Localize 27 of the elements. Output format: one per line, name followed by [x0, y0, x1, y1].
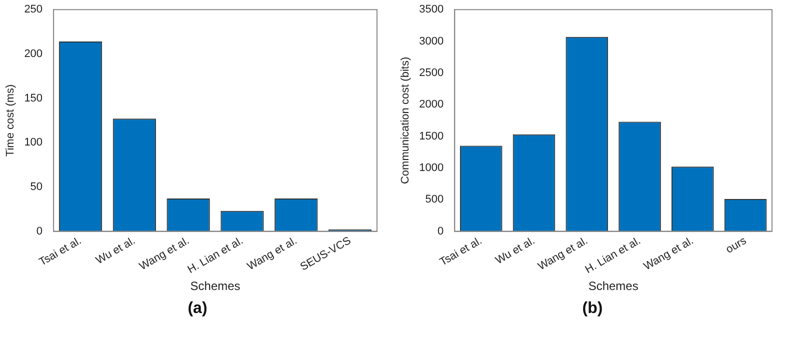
- y-tick-label: 250: [24, 4, 43, 16]
- y-tick-label: 100: [24, 136, 43, 149]
- y-tick-label: 50: [30, 180, 43, 193]
- x-tick-label: Tsai et al.: [438, 234, 484, 268]
- text: (a): [186, 300, 208, 318]
- y-tick-label: 0: [438, 225, 444, 238]
- y-axis-title: Time cost (ms): [4, 84, 17, 157]
- x-axis-title: Schemes: [190, 279, 240, 294]
- x-tick-label: ours: [724, 234, 749, 256]
- y-tick-label: 500: [425, 194, 444, 206]
- x-tick-label: Wang et al.: [642, 234, 696, 273]
- y-tick-label: 2500: [419, 66, 444, 79]
- y-axis-title: Communication cost (bits): [400, 56, 412, 184]
- y-tick-label: 200: [24, 48, 43, 60]
- x-axis-title: Schemes: [588, 279, 638, 294]
- y-tick-label: 1000: [419, 162, 444, 174]
- text: (b): [581, 300, 604, 318]
- y-tick-label: 0: [36, 225, 43, 238]
- x-tick-label: Wu et al.: [94, 234, 138, 267]
- x-tick-label: Wang et al.: [245, 234, 300, 273]
- y-tick-label: 1500: [419, 130, 444, 142]
- y-tick-label: 3500: [419, 4, 444, 16]
- x-tick-label: Tsai et al.: [37, 234, 84, 268]
- y-tick-label: 2000: [419, 98, 444, 111]
- y-tick-label: 150: [24, 92, 43, 104]
- x-tick-label: Wu et al.: [494, 234, 538, 267]
- y-tick-label: 3000: [419, 35, 444, 48]
